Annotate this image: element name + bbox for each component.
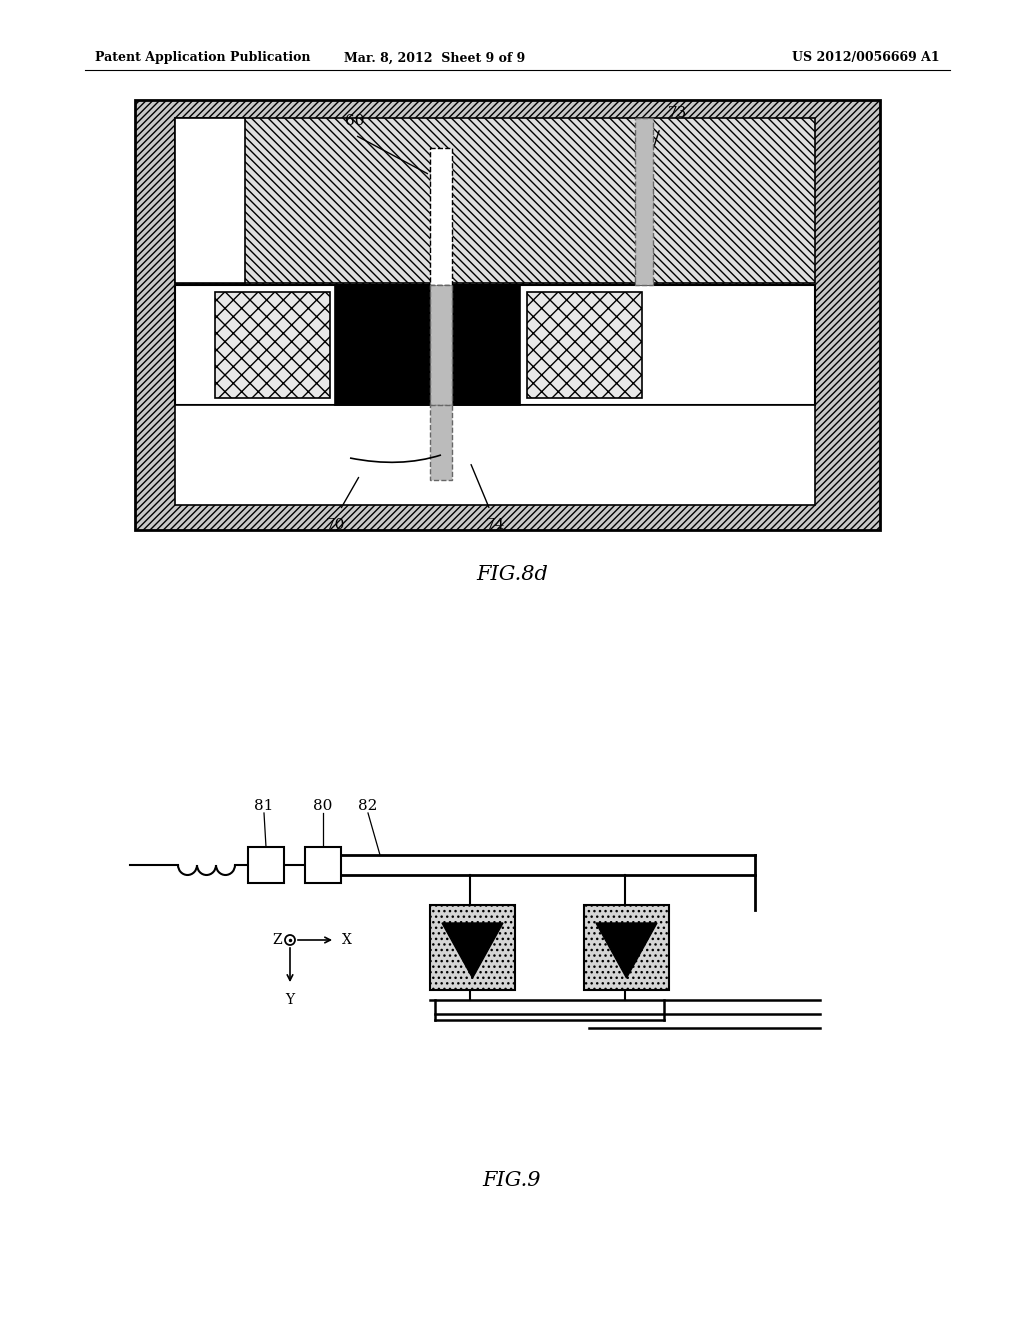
Bar xyxy=(175,285,815,405)
Text: 70: 70 xyxy=(326,517,345,532)
Text: Mar. 8, 2012  Sheet 9 of 9: Mar. 8, 2012 Sheet 9 of 9 xyxy=(344,51,525,65)
Bar xyxy=(215,292,330,399)
Bar xyxy=(175,117,815,282)
Text: Patent Application Publication: Patent Application Publication xyxy=(95,51,310,65)
Polygon shape xyxy=(442,923,503,978)
Bar xyxy=(584,906,669,990)
Text: FIG.9: FIG.9 xyxy=(482,1171,542,1189)
Text: US 2012/0056669 A1: US 2012/0056669 A1 xyxy=(793,51,940,65)
Text: X: X xyxy=(342,933,352,946)
Bar xyxy=(175,117,245,282)
Bar xyxy=(430,405,452,480)
Text: FIG.8d: FIG.8d xyxy=(476,565,548,585)
Bar xyxy=(430,285,452,405)
Polygon shape xyxy=(596,923,657,978)
Bar xyxy=(430,148,452,285)
Text: 82: 82 xyxy=(358,799,378,813)
Bar xyxy=(248,847,284,883)
Bar xyxy=(430,906,515,990)
Text: Y: Y xyxy=(286,993,295,1007)
Bar xyxy=(527,292,642,399)
Text: 60: 60 xyxy=(345,114,365,128)
Bar xyxy=(135,100,880,531)
Text: 73: 73 xyxy=(668,106,687,120)
Text: 80: 80 xyxy=(313,799,333,813)
Bar xyxy=(635,117,653,285)
Text: 74: 74 xyxy=(485,517,505,532)
Bar xyxy=(305,847,341,883)
Text: 81: 81 xyxy=(254,799,273,813)
Bar xyxy=(175,405,815,506)
Text: Z: Z xyxy=(272,933,282,946)
Bar xyxy=(335,285,520,405)
